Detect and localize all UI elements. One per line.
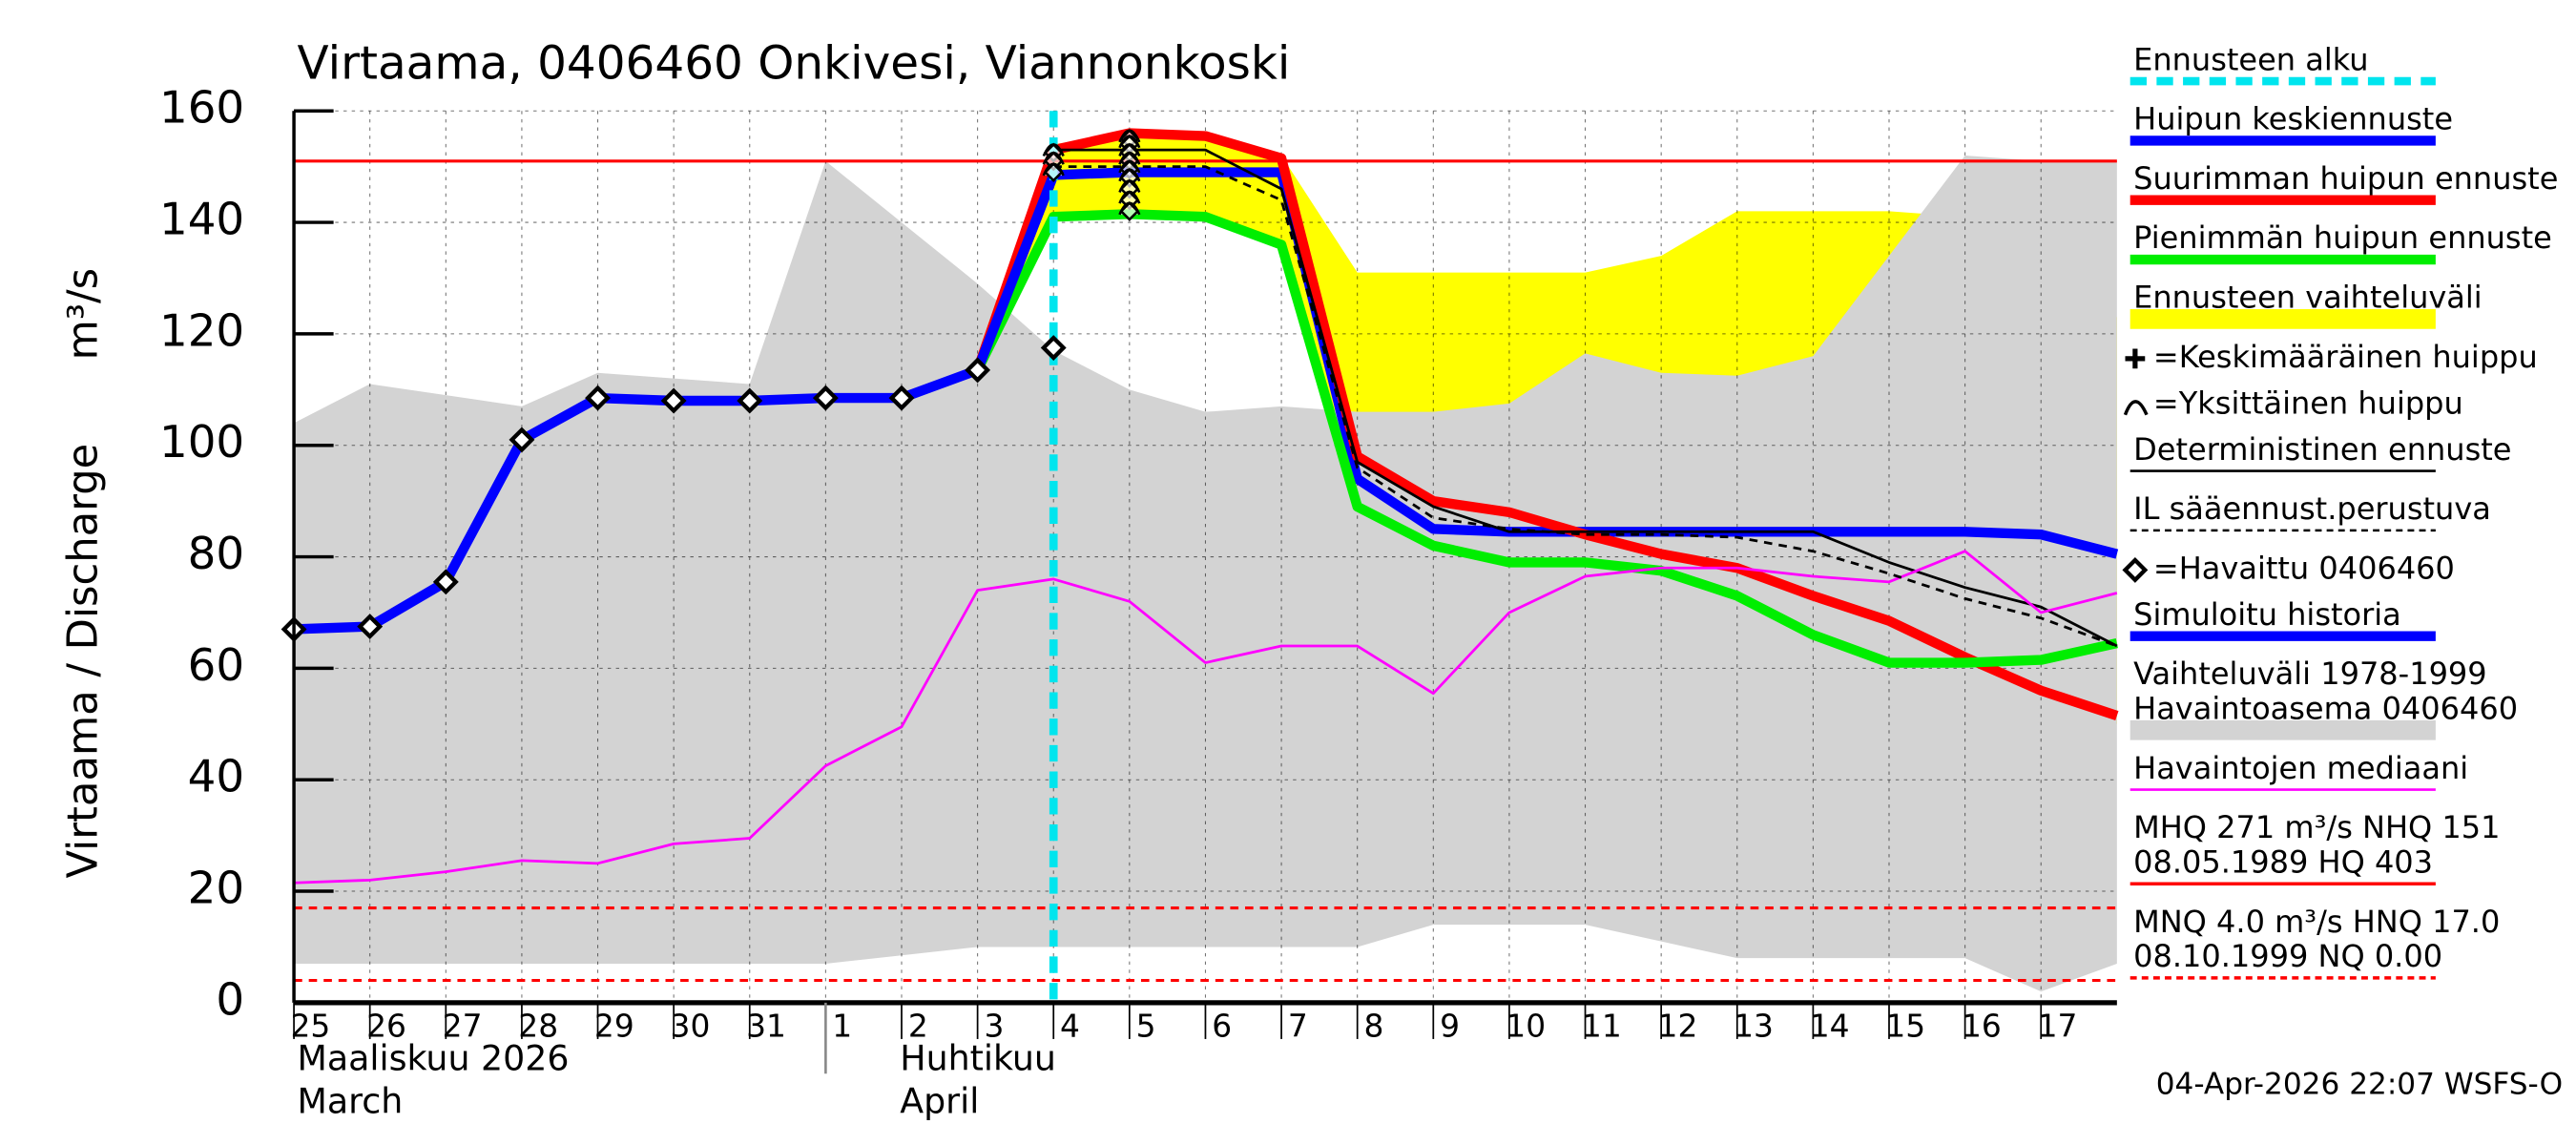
x-tick-label: 9 (1440, 1007, 1460, 1044)
observed-point (812, 385, 839, 411)
legend-label: Suurimman huipun ennuste (2133, 160, 2558, 197)
peak-marker (1118, 200, 1141, 221)
y-tick-label: 0 (216, 974, 244, 1026)
observed-point (585, 385, 611, 411)
x-tick-label: 29 (594, 1007, 634, 1044)
legend-symbol (2122, 556, 2149, 583)
legend-symbol (2123, 400, 2149, 416)
legend-label: Vaihteluväli 1978-1999 (2133, 656, 2487, 692)
legend-label: 08.10.1999 NQ 0.00 (2133, 938, 2442, 974)
observed-point (888, 385, 915, 411)
x-tick-label: 6 (1212, 1007, 1232, 1044)
legend-label: 08.05.1989 HQ 403 (2133, 843, 2433, 880)
month-label: Huhtikuu (900, 1037, 1056, 1078)
month-label: Maaliskuu 2026 (298, 1037, 570, 1078)
y-tick-label: 140 (159, 195, 244, 246)
y-tick-label: 60 (188, 640, 244, 692)
legend-label: IL sääennust.perustuva (2133, 490, 2491, 527)
y-tick-label: 160 (159, 83, 244, 135)
legend-label: Deterministinen ennuste (2133, 431, 2511, 468)
x-tick-label: 1 (832, 1007, 852, 1044)
x-tick-label: 30 (671, 1007, 711, 1044)
observed-point (965, 357, 991, 384)
x-tick-label: 11 (1582, 1007, 1622, 1044)
x-tick-label: 13 (1734, 1007, 1774, 1044)
x-tick-label: 8 (1364, 1007, 1384, 1044)
y-axis-label: Virtaama / Discharge (60, 444, 108, 879)
observed-point (357, 614, 384, 640)
legend-label: Ennusteen alku (2133, 41, 2368, 77)
legend-label: Pienimmän huipun ennuste (2133, 219, 2552, 256)
legend-label: MHQ 271 m³/s NHQ 151 (2133, 809, 2500, 845)
x-tick-label: 16 (1962, 1007, 2002, 1044)
legend-label: Havaintojen mediaani (2133, 750, 2468, 786)
observed-point (432, 569, 459, 595)
chart-title: Virtaama, 0406460 Onkivesi, Viannonkoski (298, 37, 1291, 91)
x-tick-label: 28 (518, 1007, 558, 1044)
legend-label: =Keskimääräinen huippu (2153, 339, 2538, 375)
x-tick-label: 4 (1060, 1007, 1080, 1044)
x-tick-label: 17 (2038, 1007, 2078, 1044)
series-line (972, 128, 2119, 720)
series-line (294, 550, 2118, 885)
series-line (1053, 148, 2118, 648)
footer: 04-Apr-2026 22:07 WSFS-O (2156, 1067, 2563, 1101)
x-tick-label: 26 (366, 1007, 406, 1044)
month-label: April (900, 1080, 979, 1121)
x-tick-label: 2 (908, 1007, 928, 1044)
y-tick-label: 80 (188, 529, 244, 580)
x-tick-label: 7 (1288, 1007, 1308, 1044)
x-tick-label: 10 (1506, 1007, 1546, 1044)
legend-label: Simuloitu historia (2133, 596, 2401, 633)
x-tick-label: 25 (290, 1007, 330, 1044)
legend-label: Huipun keskiennuste (2133, 101, 2453, 137)
x-tick-label: 3 (984, 1007, 1004, 1044)
x-tick-label: 27 (443, 1007, 483, 1044)
x-tick-label: 15 (1885, 1007, 1925, 1044)
y-tick-label: 40 (188, 752, 244, 803)
series-line (972, 209, 2118, 668)
x-tick-label: 5 (1136, 1007, 1156, 1044)
legend-symbol (2125, 348, 2146, 369)
x-tick-label: 14 (1810, 1007, 1850, 1044)
peak-marker (1042, 162, 1065, 182)
legend-label: MNQ 4.0 m³/s HNQ 17.0 (2133, 904, 2500, 940)
observed-point (1040, 335, 1067, 361)
legend-label: =Havaittu 0406460 (2153, 550, 2455, 586)
y-tick-label: 20 (188, 864, 244, 915)
x-tick-label: 12 (1658, 1007, 1698, 1044)
month-label: March (298, 1080, 404, 1121)
y-axis-unit: m³/s (59, 268, 107, 361)
series-line (1053, 165, 2118, 648)
observed-point (737, 387, 763, 414)
observed-point (660, 387, 687, 414)
legend-label: =Yksittäinen huippu (2153, 385, 2463, 421)
y-tick-label: 100 (159, 417, 244, 468)
y-tick-label: 120 (159, 305, 244, 357)
x-tick-label: 31 (746, 1007, 786, 1044)
observed-point (509, 427, 535, 453)
